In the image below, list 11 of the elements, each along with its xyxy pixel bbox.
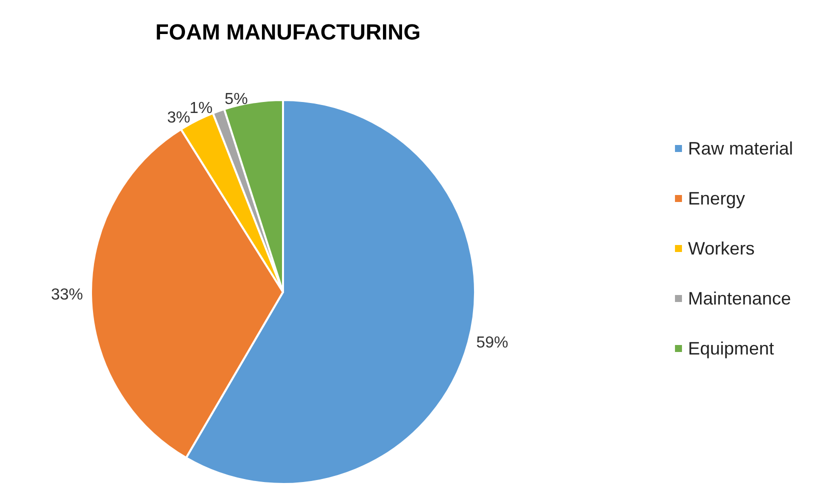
legend-label: Workers: [688, 238, 755, 258]
data-label: 33%: [50, 286, 84, 304]
data-label: 5%: [224, 90, 248, 108]
data-label: 1%: [189, 100, 213, 117]
chart-title: FOAM MANUFACTURING: [155, 20, 421, 44]
legend-label: Raw material: [688, 138, 793, 158]
data-label: 59%: [476, 334, 508, 352]
legend-label: Maintenance: [688, 288, 792, 308]
data-label: 3%: [167, 109, 190, 126]
legend-label: Energy: [688, 188, 746, 208]
legend-label: Equipment: [688, 338, 774, 358]
